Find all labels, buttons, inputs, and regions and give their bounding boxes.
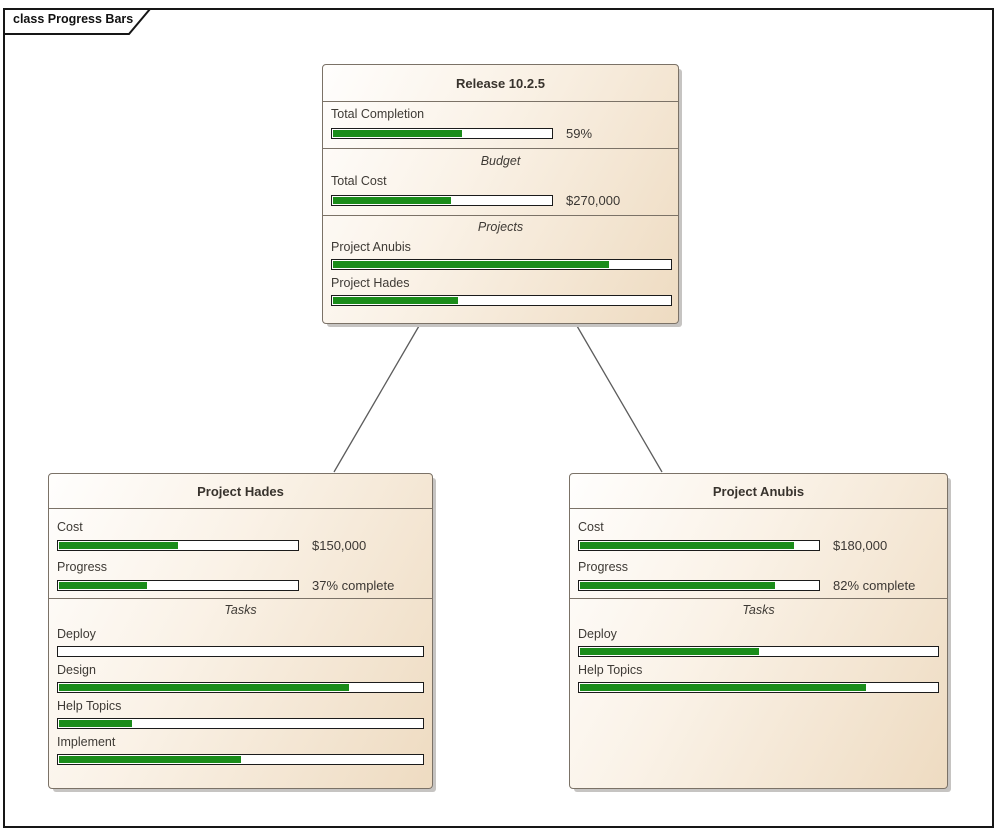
- hades-task-implement-bar: [57, 754, 424, 765]
- hades-progress-value: 37% complete: [312, 578, 395, 593]
- anubis-title: Project Anubis: [570, 474, 947, 509]
- release-title: Release 10.2.5: [323, 65, 678, 102]
- anubis-cost-label: Cost: [578, 520, 604, 534]
- frame-tab-label: class Progress Bars: [13, 12, 134, 26]
- anubis-tasks-compartment: Tasks Deploy Help Topics: [570, 599, 947, 704]
- total-cost-label: Total Cost: [331, 174, 387, 188]
- diagram-frame-border: [3, 8, 994, 828]
- anubis-progress-label: Progress: [578, 560, 629, 574]
- anubis-task-deploy-bar: [578, 646, 939, 657]
- budget-section-header: Budget: [480, 154, 521, 168]
- diagram-frame-tab: [3, 8, 153, 35]
- node-project-hades[interactable]: Project Hades Cost $150,000 Progress 37%…: [48, 473, 433, 789]
- hades-task-design-bar: [57, 682, 424, 693]
- release-completion-compartment: Total Completion 59%: [323, 102, 678, 149]
- anubis-task-helptopics-bar: [578, 682, 939, 693]
- anubis-progress-value: 82% complete: [833, 578, 916, 593]
- hades-tasks-header: Tasks: [224, 603, 257, 617]
- anubis-progress-bar: [578, 580, 820, 591]
- connector-release-to-hades[interactable]: [333, 325, 420, 473]
- total-completion-bar: [331, 128, 553, 139]
- node-release[interactable]: Release 10.2.5 Total Completion 59% Budg…: [322, 64, 679, 324]
- anubis-cost-bar: [578, 540, 820, 551]
- total-cost-bar: [331, 195, 553, 206]
- anubis-cost-value: $180,000: [833, 538, 888, 553]
- release-budget-compartment: Budget Total Cost $270,000: [323, 149, 678, 216]
- anubis-tasks-header: Tasks: [742, 603, 775, 617]
- hades-progress-bar: [57, 580, 299, 591]
- hades-task-implement-label: Implement: [57, 735, 116, 749]
- anubis-stats-compartment: Cost $180,000 Progress 82% complete: [570, 509, 947, 599]
- hades-cost-value: $150,000: [312, 538, 367, 553]
- project-anubis-progress-bar: [331, 259, 672, 270]
- project-hades-row-label: Project Hades: [331, 276, 410, 290]
- total-completion-value: 59%: [566, 126, 593, 141]
- project-anubis-row-label: Project Anubis: [331, 240, 411, 254]
- frame-tab-shape: [3, 8, 153, 35]
- node-project-anubis[interactable]: Project Anubis Cost $180,000 Progress 82…: [569, 473, 948, 789]
- total-cost-value: $270,000: [566, 193, 621, 208]
- hades-cost-bar: [57, 540, 299, 551]
- projects-section-header: Projects: [477, 220, 524, 234]
- hades-tasks-compartment: Tasks Deploy Design Help Topics Implemen…: [49, 599, 432, 776]
- hades-task-deploy-label: Deploy: [57, 627, 96, 641]
- anubis-task-helptopics-label: Help Topics: [578, 663, 643, 677]
- anubis-task-deploy-label: Deploy: [578, 627, 617, 641]
- total-completion-label: Total Completion: [331, 107, 425, 121]
- hades-cost-label: Cost: [57, 520, 83, 534]
- hades-task-design-label: Design: [57, 663, 96, 677]
- hades-progress-label: Progress: [57, 560, 108, 574]
- hades-task-helptopics-bar: [57, 718, 424, 729]
- release-projects-compartment: Projects Project Anubis Project Hades: [323, 216, 678, 317]
- hades-task-deploy-bar: [57, 646, 424, 657]
- hades-stats-compartment: Cost $150,000 Progress 37% complete: [49, 509, 432, 599]
- hades-task-helptopics-label: Help Topics: [57, 699, 122, 713]
- hades-title: Project Hades: [49, 474, 432, 509]
- connector-release-to-anubis[interactable]: [576, 325, 663, 473]
- project-hades-progress-bar: [331, 295, 672, 306]
